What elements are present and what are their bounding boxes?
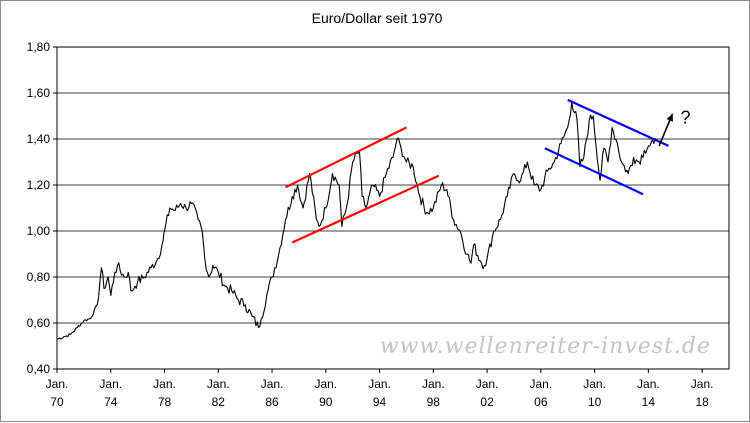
x-tick-label-month: Jan.: [153, 377, 176, 391]
price-series-line: [56, 101, 657, 340]
x-tick-label-year: 06: [534, 395, 548, 409]
x-tick-label-month: Jan.: [691, 377, 714, 391]
x-tick-label-month: Jan.: [529, 377, 552, 391]
x-tick-label-month: Jan.: [207, 377, 230, 391]
x-tick-label-year: 74: [104, 395, 118, 409]
plot-area: [56, 46, 730, 370]
x-tick-label-month: Jan.: [314, 377, 337, 391]
x-tick-label-year: 82: [212, 395, 226, 409]
y-tick-label: 0,80: [27, 270, 51, 284]
blue-channel-lower-line: [544, 147, 644, 196]
y-tick-label: 1,60: [27, 86, 51, 100]
x-tick-label-year: 70: [50, 395, 64, 409]
x-tick-label-month: Jan.: [583, 377, 606, 391]
y-tick-label: 0,60: [27, 316, 51, 330]
blue-channel-upper-line: [567, 98, 669, 147]
x-tick-label-year: 90: [319, 395, 333, 409]
x-tick-label-year: 78: [158, 395, 172, 409]
x-tick-label-month: Jan.: [46, 377, 69, 391]
watermark: www.wellenreiter-invest.de: [380, 334, 711, 359]
question-mark-label: ?: [681, 108, 691, 128]
x-tick-label-year: 86: [265, 395, 279, 409]
y-axis: 0,40 0,60 0,80 1,00 1,20 1,40 1,60 1,80: [27, 40, 57, 376]
x-tick-label-month: Jan.: [422, 377, 445, 391]
y-tick-label: 1,00: [27, 224, 51, 238]
x-tick-label-month: Jan.: [476, 377, 499, 391]
x-tick-label-month: Jan.: [637, 377, 660, 391]
x-tick-label-year: 10: [588, 395, 602, 409]
y-tick-label: 1,80: [27, 40, 51, 54]
annotations: ?: [284, 98, 691, 244]
y-tick-label: 1,40: [27, 132, 51, 146]
y-tick-label: 0,40: [27, 362, 51, 376]
chart-title: Euro/Dollar seit 1970: [312, 10, 443, 26]
grid-lines: [57, 92, 729, 324]
x-axis: Jan. 70 Jan. 74 Jan. 78 Jan. 82 Jan. 86 Jan. 90 Jan.…: [46, 369, 714, 409]
x-tick-label-month: Jan.: [368, 377, 391, 391]
x-tick-label-month: Jan.: [99, 377, 122, 391]
x-tick-label-year: 98: [427, 395, 441, 409]
series-layer: [56, 101, 657, 340]
red-channel-upper-line: [284, 126, 407, 189]
y-tick-label: 1,20: [27, 178, 51, 192]
x-tick-label-year: 02: [480, 395, 494, 409]
x-tick-label-year: 14: [642, 395, 656, 409]
red-channel-lower-line: [291, 174, 440, 244]
trend-arrowhead: [666, 113, 673, 122]
x-tick-label-year: 94: [373, 395, 387, 409]
x-tick-label-year: 18: [695, 395, 709, 409]
x-tick-label-month: Jan.: [261, 377, 284, 391]
